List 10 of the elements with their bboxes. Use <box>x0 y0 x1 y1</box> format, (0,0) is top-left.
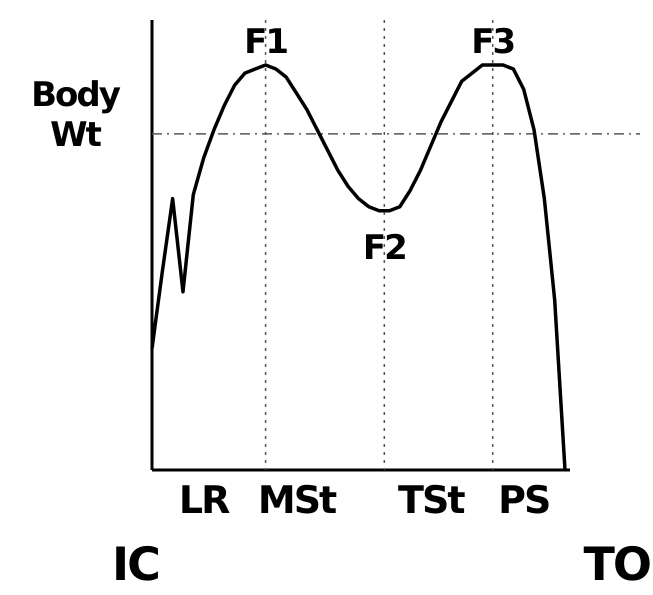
x-tick-label: TSt <box>398 478 466 522</box>
text: F1 <box>244 22 288 62</box>
x-tick-label: PS <box>498 478 550 522</box>
text: F3 <box>471 22 514 62</box>
ref-line-label: Body Wt <box>31 74 121 155</box>
annotation: F2 <box>362 228 406 268</box>
text: TO <box>584 537 650 591</box>
x-tick-label: LR <box>178 478 230 522</box>
text: IC <box>112 537 159 591</box>
x-tick-label: MSt <box>258 478 338 522</box>
